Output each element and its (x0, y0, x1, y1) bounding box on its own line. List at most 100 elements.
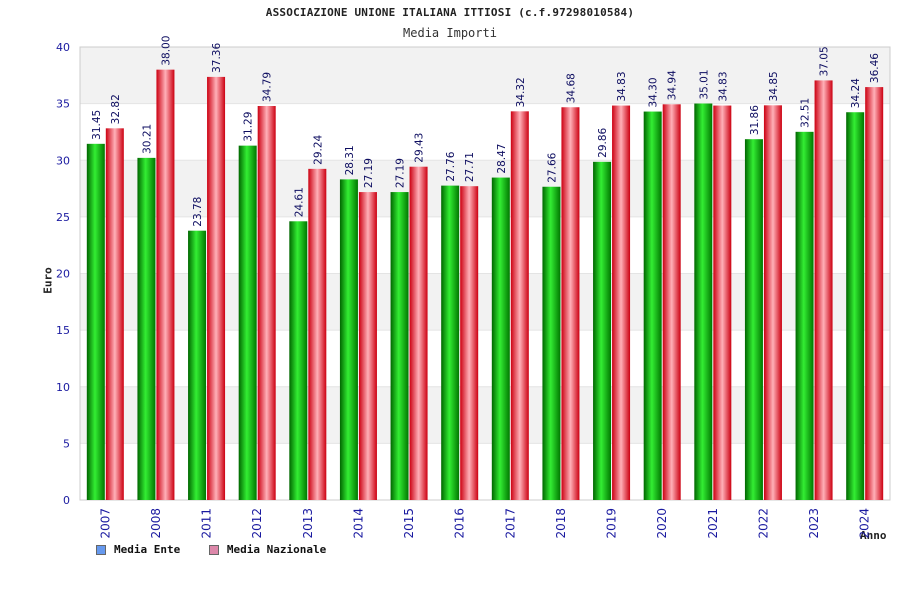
legend-item-media-ente: Media Ente (96, 543, 180, 556)
bar-media-nazionale-2008 (156, 69, 175, 501)
y-tick-label: 10 (56, 381, 70, 394)
bar-value-label: 31.29 (243, 112, 255, 142)
bar-media-nazionale-2013 (308, 168, 327, 500)
x-tick-label: 2021 (706, 508, 720, 539)
bar-value-label: 27.66 (546, 152, 558, 182)
bar-value-label: 34.94 (667, 70, 679, 100)
x-tick-label: 2011 (200, 508, 214, 539)
x-tick-label: 2012 (250, 508, 264, 539)
x-axis-ticks: 2007 2008 2011 2012 2013 2014 2015 2016 2017 2018… (98, 508, 871, 539)
bar-media-nazionale-2021 (713, 105, 732, 501)
bar-media-nazionale-2024 (865, 87, 884, 500)
x-tick-label: 2022 (756, 508, 770, 539)
bar-media-nazionale-2014 (358, 192, 377, 501)
bar-media-ente-2018 (542, 186, 561, 501)
x-tick-label: 2014 (351, 508, 365, 539)
x-tick-label: 2008 (149, 508, 163, 539)
bar-value-label: 29.43 (414, 133, 426, 163)
bar-value-label: 36.46 (869, 53, 881, 83)
bar-value-label: 23.78 (192, 197, 204, 227)
y-tick-label: 35 (56, 98, 70, 111)
bar-media-nazionale-2011 (207, 76, 226, 500)
bar-value-label: 30.21 (141, 124, 153, 154)
bar-value-label: 24.61 (293, 187, 305, 217)
bar-media-ente-2013 (289, 221, 308, 500)
bar-value-label: 29.24 (312, 134, 324, 164)
y-tick-label: 40 (56, 41, 70, 54)
y-tick-label: 0 (63, 494, 70, 507)
y-tick-label: 15 (56, 324, 70, 337)
bar-media-nazionale-2023 (814, 80, 833, 500)
legend-swatch-media-nazionale (208, 545, 219, 555)
x-tick-label: 2020 (655, 508, 669, 539)
x-tick-label: 2019 (605, 508, 619, 539)
bar-media-nazionale-2016 (460, 186, 479, 500)
bars: 31.45 32.82 30.21 38.00 23.78 37.36 31.29 34.79… (86, 36, 884, 501)
bar-value-label: 34.83 (717, 71, 729, 101)
legend: Media Ente Media Nazionale (96, 543, 348, 556)
bar-media-ente-2017 (491, 177, 510, 500)
bar-value-label: 34.68 (565, 73, 577, 103)
bar-value-label: 37.05 (819, 46, 831, 76)
bar-media-ente-2007 (86, 143, 105, 501)
y-tick-label: 25 (56, 211, 70, 224)
bar-media-ente-2012 (238, 145, 257, 500)
bar-media-nazionale-2018 (561, 107, 580, 501)
bar-value-label: 34.85 (768, 71, 780, 101)
bar-media-ente-2022 (744, 139, 763, 501)
bar-value-label: 27.71 (464, 152, 476, 182)
y-tick-label: 30 (56, 154, 70, 167)
x-tick-label: 2018 (554, 508, 568, 539)
legend-item-media-nazionale: Media Nazionale (208, 543, 327, 556)
bar-value-label: 34.24 (850, 78, 862, 108)
bar-media-nazionale-2015 (409, 166, 428, 500)
bar-media-ente-2016 (441, 185, 460, 501)
plot-frame (79, 46, 891, 501)
bar-value-label: 34.30 (648, 77, 660, 107)
y-tick-label: 5 (63, 437, 70, 450)
bar-media-ente-2015 (390, 192, 409, 501)
bar-value-label: 27.76 (445, 151, 457, 181)
x-tick-label: 2015 (402, 508, 416, 539)
bar-media-nazionale-2012 (257, 106, 276, 501)
bar-value-label: 34.83 (616, 71, 628, 101)
chart-title: ASSOCIAZIONE UNIONE ITALIANA ITTIOSI (c.… (265, 6, 635, 19)
bar-value-label: 27.19 (395, 158, 407, 188)
bar-media-ente-2014 (339, 179, 358, 500)
bar-media-nazionale-2019 (612, 105, 631, 501)
x-tick-label: 2023 (807, 508, 821, 539)
legend-label: Media Ente (114, 543, 181, 556)
bar-media-nazionale-2017 (510, 111, 529, 501)
bar-media-ente-2021 (694, 103, 713, 500)
y-tick-label: 20 (56, 268, 70, 281)
bar-value-label: 27.19 (363, 158, 375, 188)
bar-value-label: 29.86 (597, 127, 609, 157)
x-tick-label: 2007 (98, 508, 112, 539)
bar-media-ente-2023 (795, 131, 814, 500)
y-axis-ticks: 0 5 10 15 20 25 30 35 40 (56, 41, 70, 507)
bar-media-ente-2011 (188, 230, 207, 500)
legend-swatch-media-ente (96, 545, 106, 555)
bar-value-label: 31.86 (749, 105, 761, 135)
x-tick-label: 2016 (453, 508, 467, 539)
bar-media-ente-2020 (643, 111, 662, 501)
chart-subtitle: Media Importi (403, 26, 497, 40)
bar-value-label: 32.82 (110, 94, 122, 124)
bar-value-label: 37.36 (211, 43, 223, 73)
bar-media-ente-2024 (846, 112, 865, 501)
legend-label: Media Nazionale (226, 543, 327, 556)
bar-media-nazionale-2020 (662, 104, 681, 500)
bar-media-ente-2008 (137, 157, 156, 500)
bar-value-label: 38.00 (160, 36, 172, 66)
bar-media-nazionale-2022 (763, 105, 782, 500)
bar-value-label: 35.01 (698, 69, 710, 99)
bar-value-label: 28.31 (344, 145, 356, 175)
bar-media-nazionale-2007 (105, 128, 124, 500)
x-axis-label: Anno (860, 529, 887, 542)
bar-value-label: 34.79 (262, 72, 274, 102)
bar-value-label: 34.32 (515, 77, 527, 107)
bar-value-label: 28.47 (496, 144, 508, 174)
bar-value-label: 32.51 (800, 98, 812, 128)
x-tick-label: 2017 (503, 508, 517, 539)
